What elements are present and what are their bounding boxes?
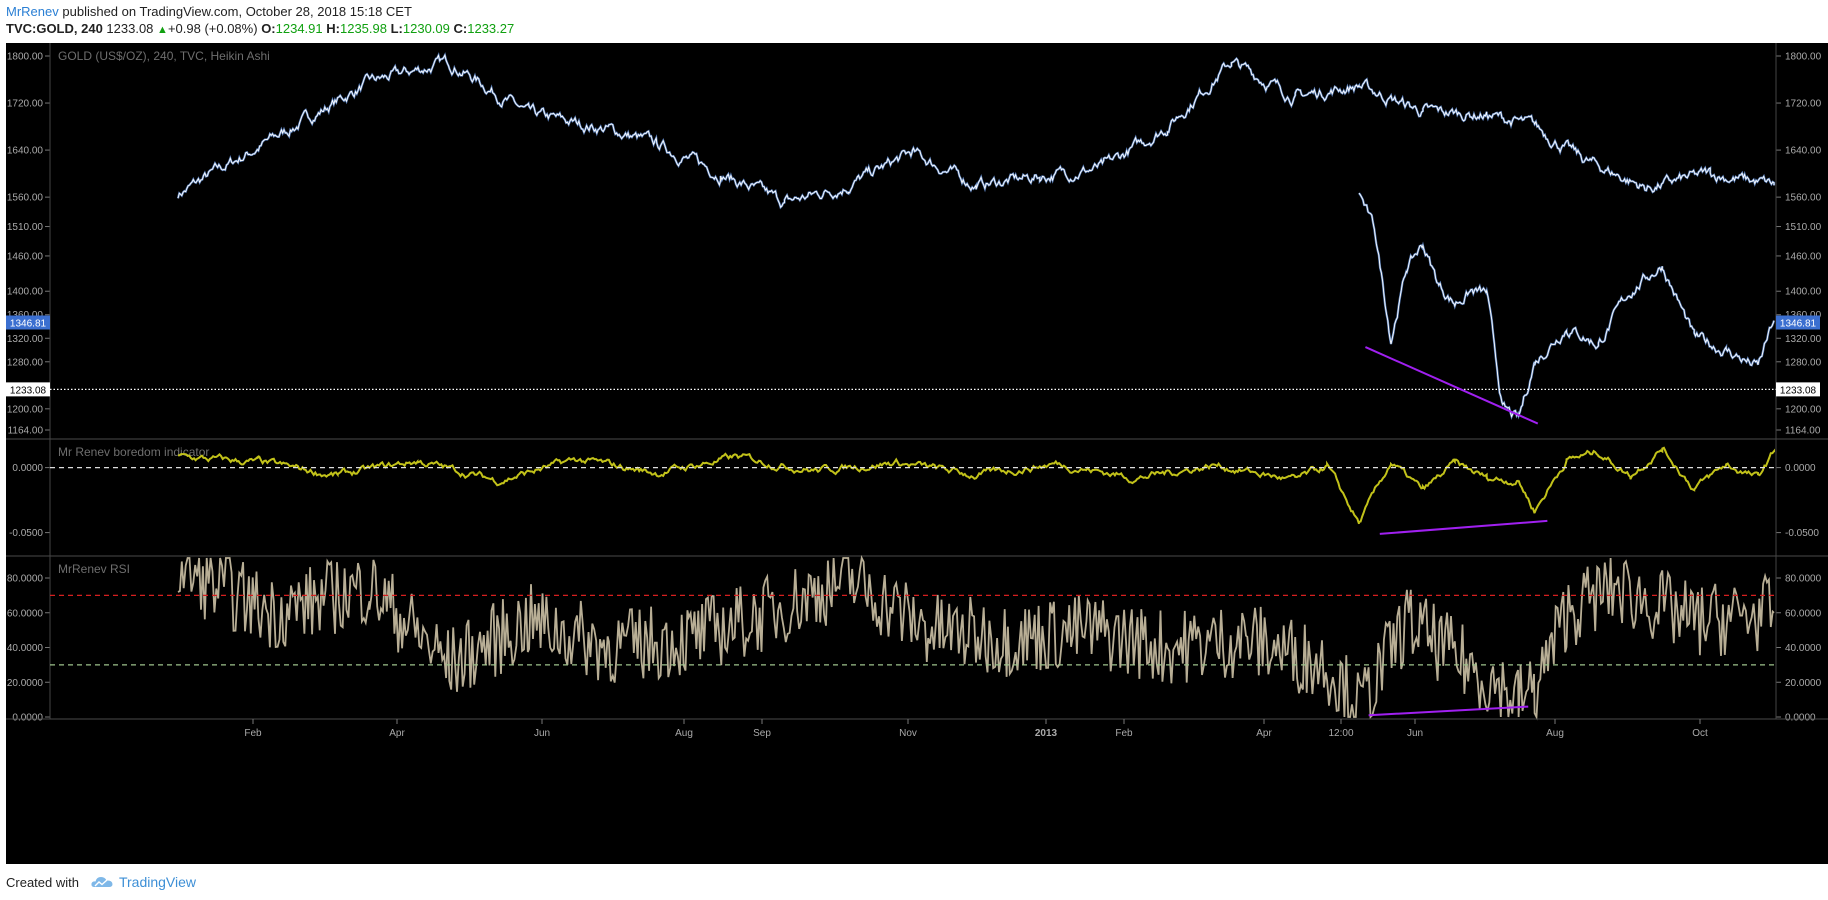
tradingview-cloud-icon [91, 877, 113, 887]
last-close-tag-left-text: 1233.08 [10, 385, 47, 396]
open-label: O: [261, 21, 276, 36]
tradingview-link[interactable]: TradingView [118, 874, 197, 890]
current-price-tag-right-text: 1346.81 [1780, 318, 1817, 329]
time-axis: Feb Apr Jun Aug Sep Nov 2013 Feb Apr 12:00 Jun Aug O… [6, 718, 1828, 739]
y-tick-label-right: 1280.00 [1785, 357, 1822, 368]
low-value: 1230.09 [402, 21, 450, 36]
symbol-label: TVC:GOLD, 240 [6, 21, 103, 36]
author-link[interactable]: MrRenev [6, 4, 59, 19]
close-label: C: [453, 21, 468, 36]
x-tick-label: Feb [1115, 728, 1133, 739]
change-up-icon: ▲ [157, 24, 168, 36]
rsi-series [177, 555, 1775, 721]
x-tick-label: Sep [753, 728, 771, 739]
y-tick-label-left: 20.0000 [7, 678, 44, 689]
high-label: H: [326, 21, 340, 36]
current-price-tag-right [1776, 315, 1820, 330]
last-price: 1233.08 [106, 21, 154, 36]
y-tick-label-right: 40.0000 [1785, 643, 1822, 654]
y-tick-label-left: -0.0500 [9, 528, 43, 539]
price-divergence-line [1365, 346, 1539, 425]
last-close-tag-right-text: 1233.08 [1780, 385, 1817, 396]
current-price-tag-left-text: 1346.81 [10, 318, 47, 329]
boredom-divergence-line [1379, 519, 1548, 535]
footer: Created with TradingView [6, 874, 196, 890]
y-tick-label-left: 1280.00 [7, 357, 44, 368]
y-tick-label-right: 1200.00 [1785, 404, 1822, 415]
y-tick-label-left: 0.0000 [12, 713, 43, 724]
y-tick-label-right: 0.0000 [1785, 713, 1816, 724]
y-tick-label-left: 1460.00 [7, 251, 44, 262]
price-series [177, 53, 1775, 209]
high-value: 1235.98 [339, 21, 387, 36]
low-label: L: [390, 21, 403, 36]
price-series [1358, 192, 1536, 418]
x-tick-label: Oct [1692, 728, 1708, 739]
y-tick-label-left: 1510.00 [7, 222, 44, 233]
y-tick-label-right: 1400.00 [1785, 287, 1822, 298]
price-change: +0.98 (+0.08%) [167, 21, 258, 36]
chart-background [6, 43, 1828, 864]
panel-title: GOLD (US$/OZ), 240, TVC, Heikin Ashi [58, 49, 270, 63]
panel-title: MrRenev RSI [58, 562, 130, 576]
y-tick-label-left: 1720.00 [7, 99, 44, 110]
y-tick-label-right: 1510.00 [1785, 222, 1822, 233]
y-tick-label-right: 0.0000 [1785, 463, 1816, 474]
last-close-tag-right [1776, 382, 1820, 397]
y-tick-label-left: 1560.00 [7, 193, 44, 204]
panel-title: Mr Renev boredom indicator [58, 445, 209, 459]
y-tick-label-left: 40.0000 [7, 643, 44, 654]
rsi-divergence-line [1368, 705, 1529, 717]
y-tick-label-right: 1460.00 [1785, 251, 1822, 262]
x-tick-label: Jun [1407, 728, 1423, 739]
y-tick-label-right: 60.0000 [1785, 608, 1822, 619]
x-tick-label: 12:00 [1328, 728, 1353, 739]
current-price-tag-left [6, 315, 50, 330]
x-tick-label: 2013 [1035, 728, 1058, 739]
chart-area[interactable]: GOLD (US$/OZ), 240, TVC, Heikin Ashi 1800… [6, 43, 1828, 864]
y-tick-label-right: 80.0000 [1785, 574, 1822, 585]
y-tick-label-left: 80.0000 [7, 574, 44, 585]
x-tick-label: Apr [1256, 728, 1272, 739]
y-tick-label-right: 20.0000 [1785, 678, 1822, 689]
x-tick-label: Nov [899, 728, 917, 739]
ohlc-legend: TVC:GOLD, 240 1233.08 ▲+0.98 (+0.08%) O:… [6, 21, 514, 36]
y-tick-label-left: 1800.00 [7, 52, 44, 63]
y-tick-label-right: 1320.00 [1785, 334, 1822, 345]
x-tick-label: Aug [1546, 728, 1564, 739]
x-tick-label: Apr [389, 728, 405, 739]
y-tick-label-left: 1200.00 [7, 404, 44, 415]
y-tick-label-right: -0.0500 [1785, 528, 1819, 539]
y-tick-label-left: 1164.00 [8, 426, 44, 437]
y-tick-label-right: 1560.00 [1785, 193, 1822, 204]
y-tick-label-left: 1400.00 [7, 287, 44, 298]
price-series [1534, 266, 1775, 366]
last-close-tag-left [6, 382, 50, 397]
publish-info: MrRenev published on TradingView.com, Oc… [6, 4, 412, 19]
y-tick-label-left: 0.0000 [12, 463, 43, 474]
y-tick-label-left: 60.0000 [7, 608, 44, 619]
x-tick-label: Feb [244, 728, 262, 739]
open-value: 1234.91 [275, 21, 323, 36]
publish-text: published on TradingView.com, October 28… [62, 4, 412, 19]
close-value: 1233.27 [467, 21, 515, 36]
y-tick-label-right: 1800.00 [1785, 52, 1822, 63]
y-tick-label-left: 1640.00 [7, 146, 44, 157]
created-with-text: Created with [6, 874, 79, 890]
boredom-series [177, 446, 1775, 525]
x-tick-label: Aug [675, 728, 693, 739]
y-tick-label-right: 1640.00 [1785, 146, 1822, 157]
y-tick-label-right: 1720.00 [1785, 99, 1822, 110]
chart-panels: GOLD (US$/OZ), 240, TVC, Heikin Ashi 1800… [6, 43, 1828, 724]
x-tick-label: Jun [534, 728, 550, 739]
y-tick-label-right: 1164.00 [1785, 426, 1821, 437]
y-tick-label-left: 1320.00 [7, 334, 44, 345]
